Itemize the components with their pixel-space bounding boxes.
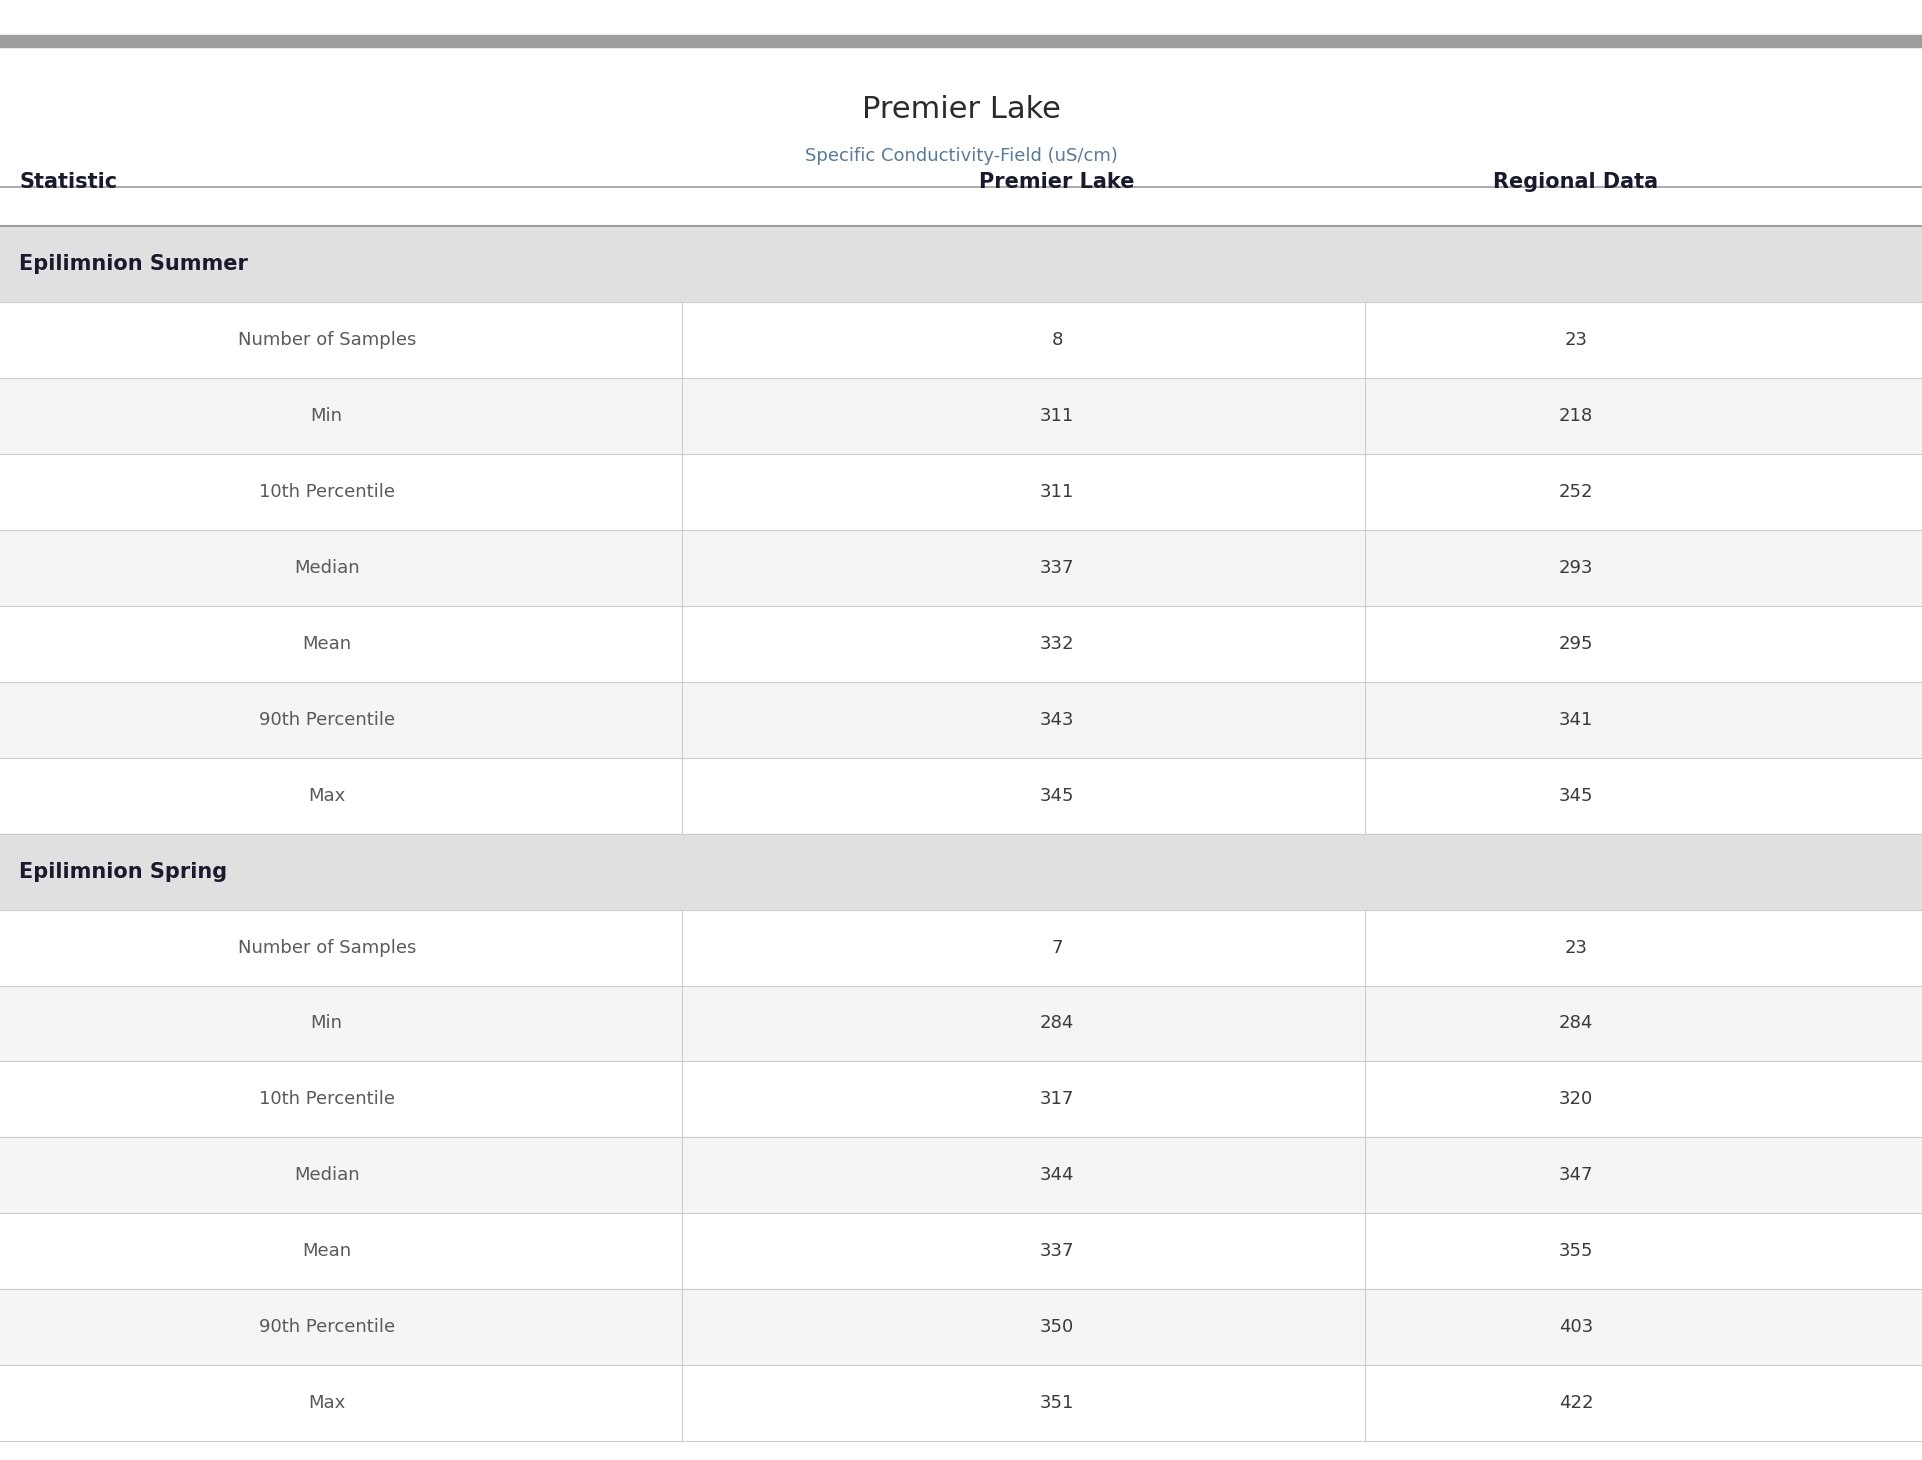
Text: 343: 343 [1040,711,1074,729]
Text: 293: 293 [1559,559,1593,577]
Bar [0,530,1922,606]
Text: Premier Lake: Premier Lake [980,172,1134,193]
Text: 7: 7 [1051,939,1063,956]
Bar [0,834,1922,910]
Text: 10th Percentile: 10th Percentile [259,483,394,501]
Bar [0,910,1922,986]
Text: 337: 337 [1040,1242,1074,1260]
Text: 317: 317 [1040,1091,1074,1108]
Text: Min: Min [311,1015,342,1032]
Text: 284: 284 [1559,1015,1593,1032]
Bar [0,1289,1922,1365]
Text: Median: Median [294,1167,359,1184]
Bar [0,986,1922,1061]
Text: Max: Max [308,1394,346,1412]
Text: 350: 350 [1040,1318,1074,1336]
Bar [0,35,1922,47]
Text: 252: 252 [1559,483,1593,501]
Text: Number of Samples: Number of Samples [238,939,415,956]
Text: Premier Lake: Premier Lake [861,95,1061,124]
Text: 90th Percentile: 90th Percentile [259,1318,394,1336]
Bar [0,758,1922,834]
Text: 284: 284 [1040,1015,1074,1032]
Text: Mean: Mean [302,1242,352,1260]
Text: 311: 311 [1040,483,1074,501]
Text: 422: 422 [1559,1394,1593,1412]
Text: 351: 351 [1040,1394,1074,1412]
Text: 218: 218 [1559,407,1593,425]
Text: 332: 332 [1040,635,1074,653]
Text: 345: 345 [1559,787,1593,804]
Text: Number of Samples: Number of Samples [238,331,415,349]
Bar [0,606,1922,682]
Text: 23: 23 [1565,939,1588,956]
Bar [0,454,1922,530]
Text: 90th Percentile: 90th Percentile [259,711,394,729]
Text: 344: 344 [1040,1167,1074,1184]
Text: Epilimnion Spring: Epilimnion Spring [19,861,227,882]
Bar [0,302,1922,378]
Bar [0,1365,1922,1441]
Bar [0,378,1922,454]
Text: 345: 345 [1040,787,1074,804]
Text: 8: 8 [1051,331,1063,349]
Text: 320: 320 [1559,1091,1593,1108]
Bar [0,1137,1922,1213]
Bar [0,226,1922,302]
Text: Epilimnion Summer: Epilimnion Summer [19,254,248,274]
Text: 403: 403 [1559,1318,1593,1336]
Text: Regional Data: Regional Data [1493,172,1659,193]
Text: 347: 347 [1559,1167,1593,1184]
Text: 355: 355 [1559,1242,1593,1260]
Text: 295: 295 [1559,635,1593,653]
Text: Min: Min [311,407,342,425]
Text: Mean: Mean [302,635,352,653]
Text: 23: 23 [1565,331,1588,349]
Text: Median: Median [294,559,359,577]
Text: Max: Max [308,787,346,804]
Text: 337: 337 [1040,559,1074,577]
Text: Specific Conductivity-Field (uS/cm): Specific Conductivity-Field (uS/cm) [805,147,1117,165]
Bar [0,682,1922,758]
Bar [0,1213,1922,1289]
Text: Statistic: Statistic [19,172,117,193]
Text: 10th Percentile: 10th Percentile [259,1091,394,1108]
Bar [0,1061,1922,1137]
Text: 341: 341 [1559,711,1593,729]
Text: 311: 311 [1040,407,1074,425]
